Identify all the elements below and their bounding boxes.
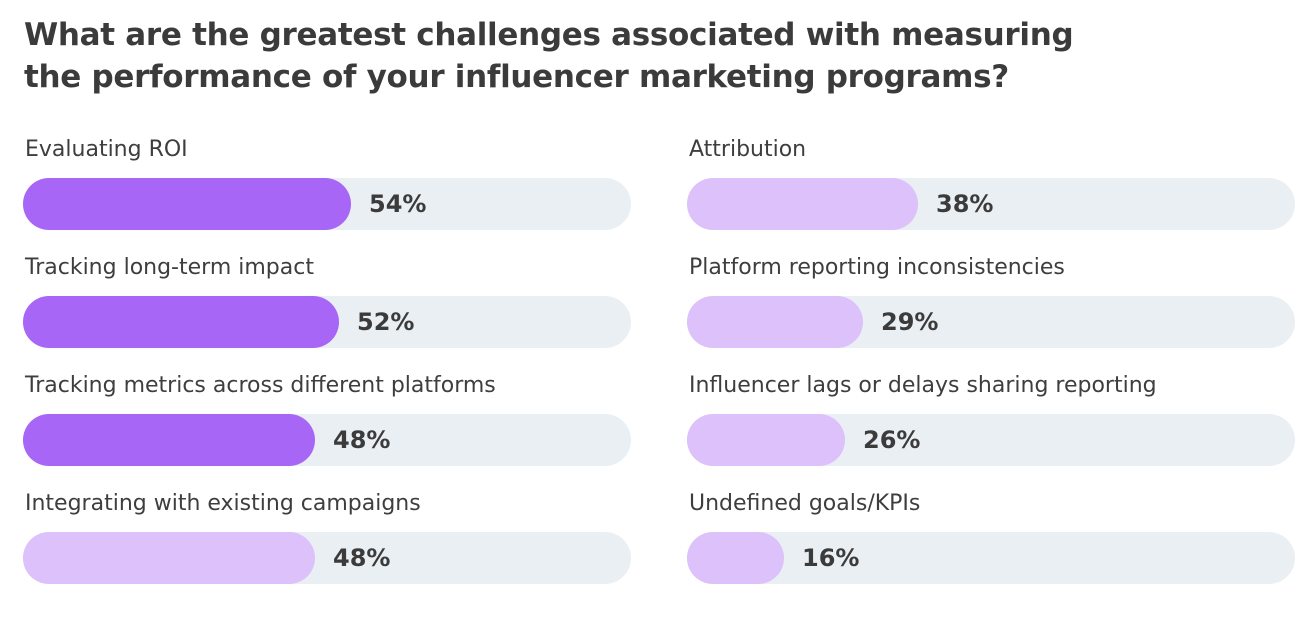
bar-row: Influencer lags or delays sharing report… [687, 371, 1295, 483]
bar-fill [23, 532, 315, 584]
bar-fill [687, 414, 845, 466]
chart-title-line-1: What are the greatest challenges associa… [24, 17, 1074, 53]
bar-label: Integrating with existing campaigns [25, 491, 421, 516]
bar-row: Evaluating ROI 54% [23, 135, 631, 247]
bar-value-label: 52% [357, 308, 415, 336]
bar-track: 16% [687, 532, 1295, 584]
bar-value-label: 29% [881, 308, 939, 336]
bar-label: Influencer lags or delays sharing report… [689, 373, 1157, 398]
bar-track: 29% [687, 296, 1295, 348]
bar-row: Tracking metrics across different platfo… [23, 371, 631, 483]
bar-fill [23, 178, 351, 230]
bar-value-label: 38% [936, 190, 994, 218]
bar-track: 52% [23, 296, 631, 348]
bar-value-label: 54% [369, 190, 427, 218]
bar-track: 54% [23, 178, 631, 230]
bar-label: Tracking long-term impact [25, 255, 314, 280]
bar-value-label: 26% [863, 426, 921, 454]
bar-value-label: 48% [333, 544, 391, 572]
bar-row: Integrating with existing campaigns 48% [23, 489, 631, 601]
bar-fill [687, 296, 863, 348]
bar-fill [23, 296, 339, 348]
bar-value-label: 16% [802, 544, 860, 572]
chart-title: What are the greatest challenges associa… [24, 14, 1124, 98]
bar-label: Undefined goals/KPIs [689, 491, 921, 516]
bar-row: Platform reporting inconsistencies 29% [687, 253, 1295, 365]
bar-label: Platform reporting inconsistencies [689, 255, 1065, 280]
bar-track: 48% [23, 414, 631, 466]
bar-label: Evaluating ROI [25, 137, 188, 162]
bar-label: Tracking metrics across different platfo… [25, 373, 496, 398]
chart-title-line-2: the performance of your influencer marke… [24, 59, 1009, 95]
bar-value-label: 48% [333, 426, 391, 454]
bar-row: Undefined goals/KPIs 16% [687, 489, 1295, 601]
bar-label: Attribution [689, 137, 807, 162]
bar-fill [687, 178, 918, 230]
bar-fill [687, 532, 784, 584]
bar-track: 26% [687, 414, 1295, 466]
bar-row: Tracking long-term impact 52% [23, 253, 631, 365]
bar-track: 38% [687, 178, 1295, 230]
bar-fill [23, 414, 315, 466]
bar-track: 48% [23, 532, 631, 584]
bar-row: Attribution 38% [687, 135, 1295, 247]
